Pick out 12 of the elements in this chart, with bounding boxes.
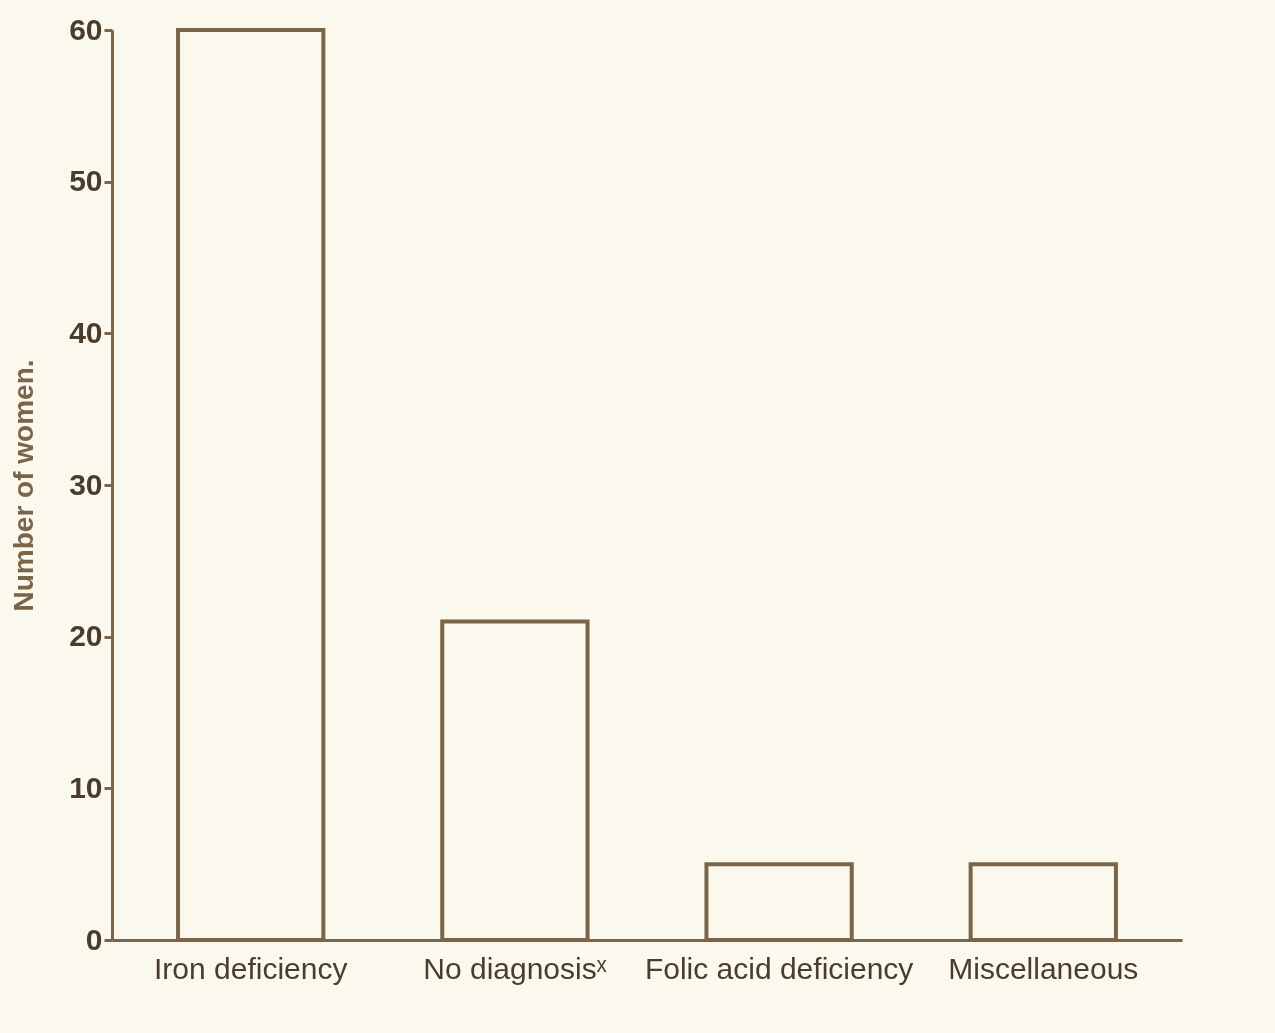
y-tick-label: 50 bbox=[69, 164, 103, 198]
y-tick-label: 0 bbox=[85, 922, 103, 956]
y-axis-title: Number of women. bbox=[8, 359, 40, 612]
y-tick-label: 20 bbox=[69, 619, 103, 653]
y-tick-label: 30 bbox=[69, 467, 103, 501]
y-tick-label: 40 bbox=[69, 315, 103, 349]
x-tick-label: Miscellaneous bbox=[948, 951, 1139, 985]
y-tick-label: 10 bbox=[69, 770, 103, 804]
y-tick-label: 60 bbox=[69, 12, 103, 46]
x-tick-label: Folic acid deficiency bbox=[644, 951, 914, 985]
x-tick-label: No diagnosisˣ bbox=[423, 951, 607, 985]
x-tick-label: Iron deficiency bbox=[153, 951, 348, 985]
